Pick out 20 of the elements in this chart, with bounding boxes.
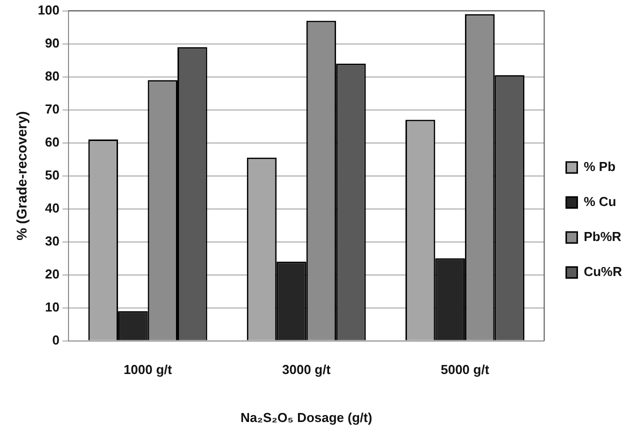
- y-tick-label: 100: [38, 2, 60, 18]
- y-axis-title: % (Grade-recovery): [13, 111, 30, 240]
- y-tick-label: 0: [52, 332, 60, 348]
- y-tick-label: 50: [45, 167, 60, 182]
- y-tick-label: 40: [45, 200, 60, 216]
- x-tick-label: 3000 g/t: [282, 362, 332, 378]
- legend-label: % Cu: [584, 194, 616, 210]
- x-tick-label: 1000 g/t: [124, 362, 173, 378]
- y-tick-label: 90: [45, 35, 60, 50]
- x-axis-title: Na₂S₂O₅ Dosage (g/t): [240, 410, 372, 425]
- y-tick-label: 70: [45, 101, 60, 116]
- legend-label: Cu%R: [584, 264, 623, 280]
- x-tick-label: 5000 g/t: [440, 362, 490, 378]
- y-tick-label: 10: [45, 299, 60, 314]
- y-tick-label: 60: [45, 134, 60, 150]
- legend-label: Pb%R: [584, 229, 622, 244]
- y-tick-label: 80: [45, 68, 60, 84]
- y-tick-label: 30: [45, 233, 60, 248]
- legend-label: % Pb: [584, 159, 616, 174]
- y-tick-label: 20: [45, 266, 60, 282]
